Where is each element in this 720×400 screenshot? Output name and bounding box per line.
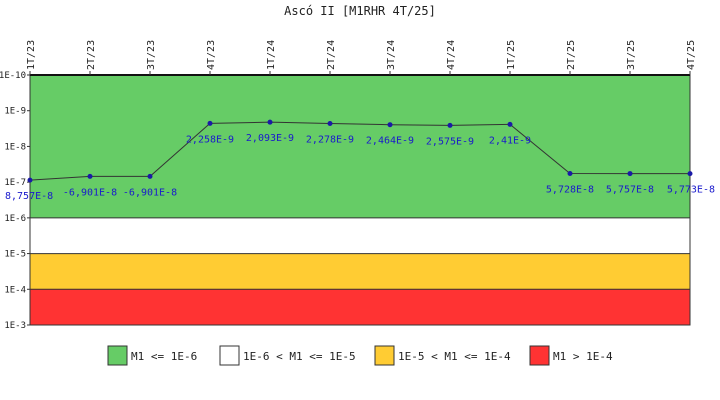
x-tick-label: 2T/25 [566, 40, 577, 70]
data-point [627, 171, 633, 177]
data-label: -6,901E-8 [63, 187, 117, 198]
legend-swatch [219, 345, 240, 366]
x-tick-label: 4T/23 [206, 40, 217, 70]
data-point [327, 120, 333, 126]
legend-swatch [374, 345, 395, 366]
data-label: 5,728E-8 [546, 185, 594, 196]
band-2 [30, 253, 690, 290]
y-tick-label: 1E-10 [0, 71, 26, 81]
data-point [87, 173, 93, 179]
data-label: 2,258E-9 [186, 134, 234, 145]
y-tick-label: 1E-6 [4, 214, 26, 224]
chart-title: Ascó II [M1RHR 4T/25] [284, 4, 436, 18]
data-label: 2,575E-9 [426, 136, 474, 147]
band-0 [30, 75, 690, 218]
y-tick-label: 1E-5 [4, 250, 26, 260]
x-tick-label: 1T/25 [506, 40, 517, 70]
x-tick-label: 4T/24 [446, 40, 457, 70]
x-tick-label: 1T/24 [266, 40, 277, 70]
legend-swatch [107, 345, 128, 366]
data-point [447, 122, 453, 128]
data-label: 2,464E-9 [366, 136, 414, 147]
x-tick-label: 1T/23 [26, 40, 37, 70]
data-point [27, 177, 33, 183]
series-line [29, 121, 691, 181]
legend-label: M1 > 1E-4 [553, 350, 613, 363]
y-tick-label: 1E-9 [4, 107, 26, 117]
y-tick-label: 1E-7 [4, 178, 26, 188]
data-point [687, 171, 693, 177]
band-3 [30, 289, 690, 325]
data-point [147, 173, 153, 179]
data-point [207, 120, 213, 126]
x-tick-label: 2T/24 [326, 40, 337, 70]
data-label: 5,757E-8 [606, 185, 654, 196]
x-tick-label: 3T/25 [626, 40, 637, 70]
x-tick-label: 2T/23 [86, 40, 97, 70]
band-1 [30, 217, 690, 254]
x-tick-label: 4T/25 [686, 40, 697, 70]
data-point [567, 171, 573, 177]
data-point [267, 119, 273, 125]
data-label: 2,278E-9 [306, 134, 354, 145]
legend-label: 1E-5 < M1 <= 1E-4 [398, 350, 511, 363]
data-label: 5,773E-8 [667, 185, 715, 196]
legend-label: M1 <= 1E-6 [131, 350, 197, 363]
data-point [507, 121, 513, 127]
data-label: -6,901E-8 [123, 187, 177, 198]
legend-swatch [529, 345, 550, 366]
x-tick-label: 3T/24 [386, 40, 397, 70]
y-tick-label: 1E-8 [4, 142, 26, 152]
data-label: 2,093E-9 [246, 133, 294, 144]
legend-label: 1E-6 < M1 <= 1E-5 [243, 350, 356, 363]
data-label: 2,41E-9 [489, 135, 531, 146]
x-tick-label: 3T/23 [146, 40, 157, 70]
data-point [387, 122, 393, 128]
data-label: 8,757E-8 [5, 191, 53, 202]
y-tick-label: 1E-3 [4, 321, 26, 331]
y-tick-label: 1E-4 [4, 285, 26, 295]
